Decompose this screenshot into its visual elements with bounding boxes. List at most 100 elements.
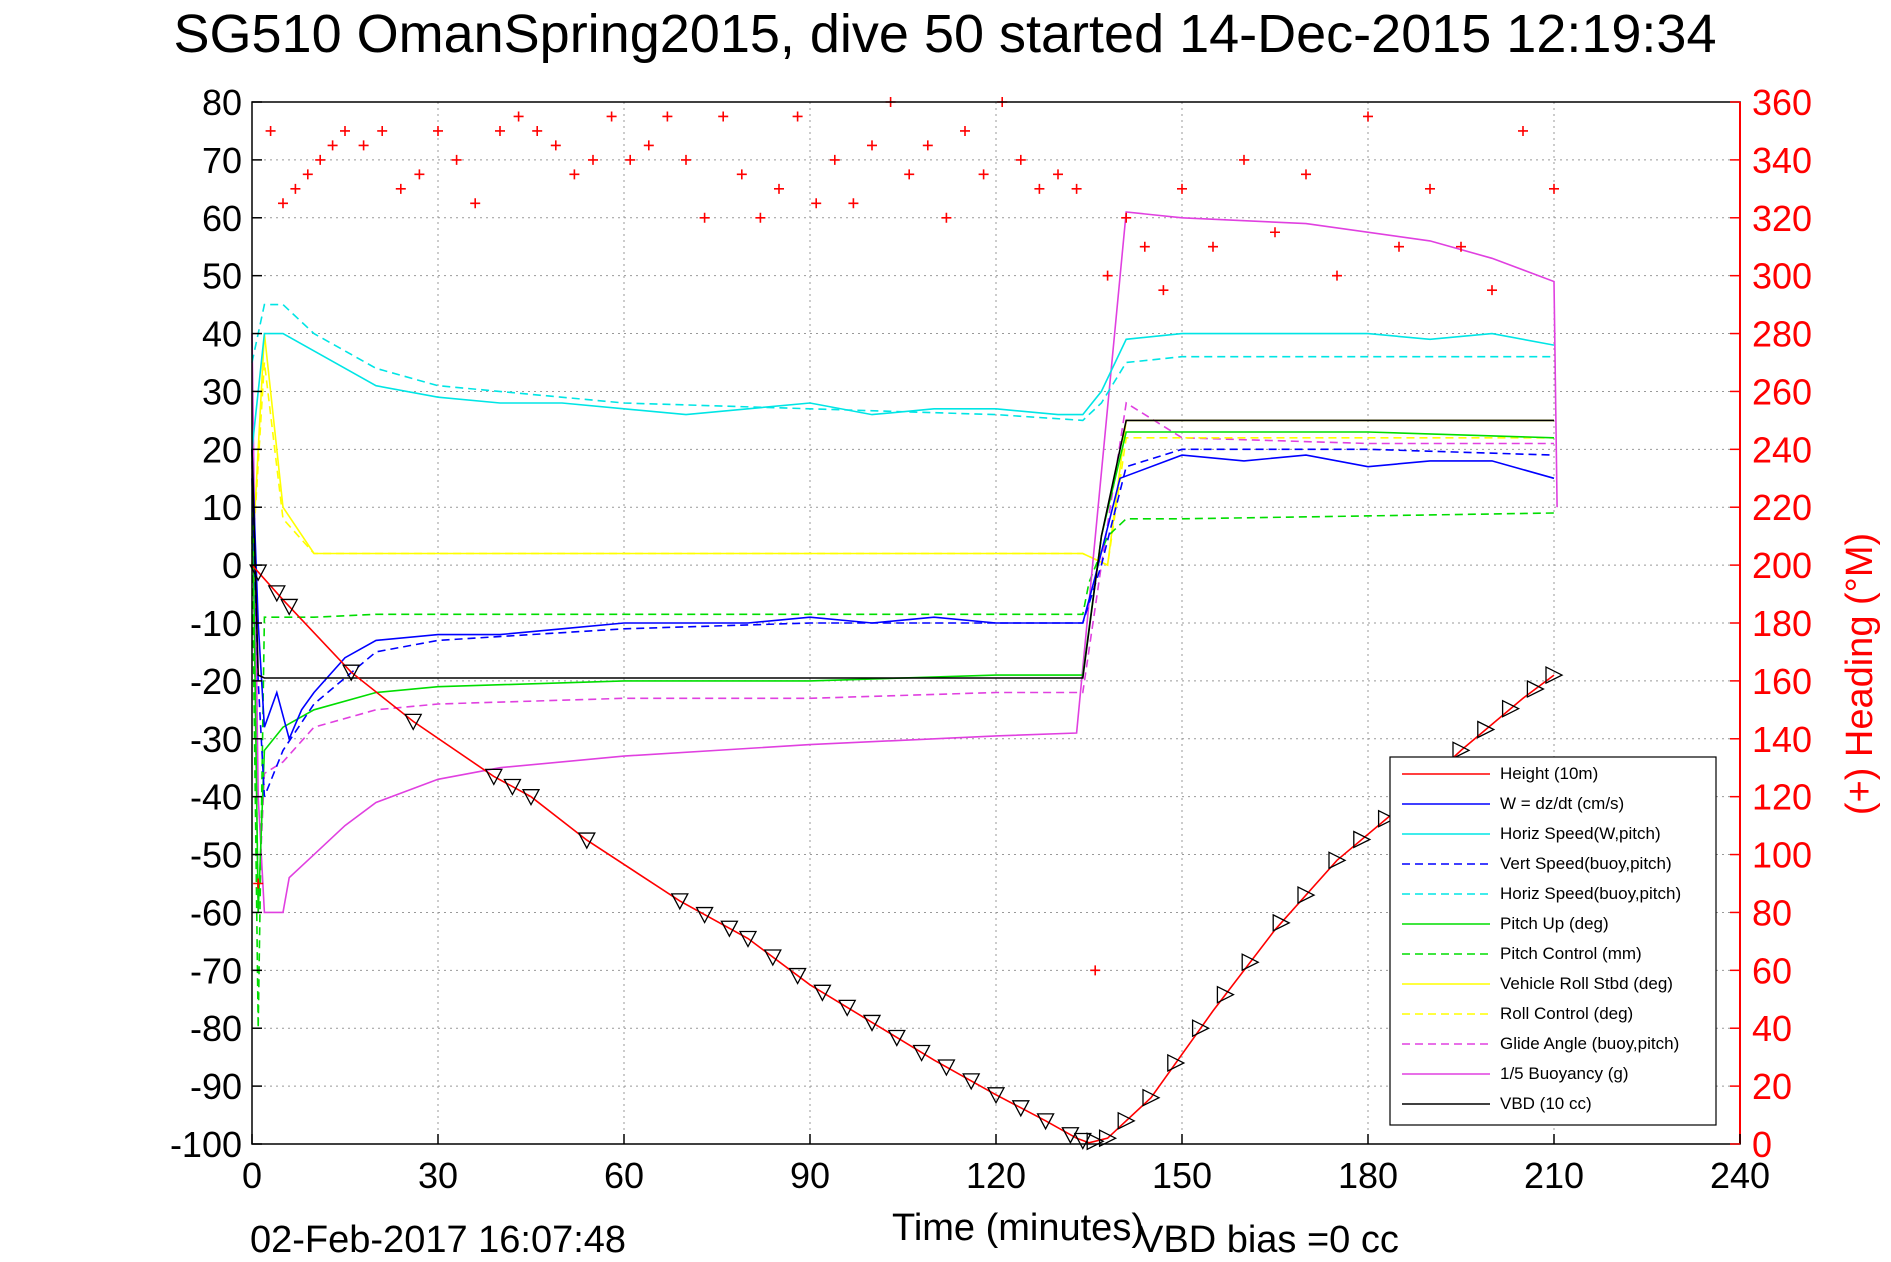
- y-tick-label: 30: [202, 371, 242, 412]
- heading-point: [1121, 212, 1132, 223]
- right-tick-label: 340: [1752, 140, 1812, 181]
- height-marker: [763, 949, 782, 967]
- heading-point: [253, 878, 264, 889]
- heading-point: [662, 111, 673, 122]
- y-tick-label: 70: [202, 140, 242, 181]
- heading-point: [433, 125, 443, 136]
- height-marker: [1086, 1132, 1105, 1151]
- right-tick-label: 360: [1752, 82, 1812, 123]
- heading-point: [699, 212, 710, 223]
- heading-point: [1425, 183, 1435, 194]
- height-marker: [788, 967, 807, 985]
- heading-point: [513, 111, 524, 122]
- heading-point: [414, 169, 425, 180]
- height-marker: [887, 1029, 906, 1047]
- height-marker: [986, 1087, 1006, 1105]
- heading-point: [1158, 285, 1169, 296]
- height-marker: [342, 664, 361, 682]
- height-marker: [1328, 851, 1347, 870]
- legend-entry: Horiz Speed(buoy,pitch): [1500, 884, 1681, 903]
- x-tick-label: 210: [1524, 1155, 1584, 1196]
- legend: Height (10m) W = dz/dt (cm/s) Horiz Speed(…: [1389, 756, 1717, 1126]
- legend-entry: Vehicle Roll Stbd (deg): [1500, 974, 1673, 993]
- y-tick-label: 80: [202, 82, 242, 123]
- x-tick-label: 60: [604, 1155, 644, 1196]
- y-tick-label: -90: [190, 1066, 242, 1107]
- height-marker: [484, 768, 503, 786]
- heading-point: [1487, 285, 1497, 296]
- heading-point: [1301, 169, 1311, 180]
- y-axis-label-right: (+) Heading (°M): [1839, 533, 1881, 815]
- legend-entry: Pitch Up (deg): [1500, 914, 1609, 933]
- heading-point: [495, 125, 505, 136]
- height-marker: [1036, 1113, 1055, 1131]
- heading-point: [736, 169, 747, 180]
- heading-point: [470, 198, 481, 209]
- y-tick-label: -70: [190, 950, 242, 991]
- heading-point: [848, 198, 859, 209]
- height-marker: [937, 1059, 956, 1077]
- series-line-pitch-up-deg: [251, 431, 1555, 913]
- heading-point: [922, 140, 933, 151]
- y-tick-label: 0: [222, 545, 242, 586]
- heading-point: [643, 140, 654, 151]
- height-marker: [503, 778, 522, 796]
- heading-layer: [253, 97, 1559, 976]
- heading-point: [829, 154, 840, 165]
- height-marker: [577, 832, 596, 850]
- height-marker: [280, 598, 299, 616]
- height-marker: [1545, 666, 1564, 685]
- y-tick-label: -30: [190, 719, 242, 760]
- height-marker: [1452, 741, 1471, 760]
- heading-point: [569, 169, 580, 180]
- height-marker: [813, 984, 832, 1002]
- heading-point: [1090, 965, 1101, 976]
- heading-point: [1034, 183, 1045, 194]
- height-marker: [1167, 1053, 1186, 1073]
- heading-point: [1549, 183, 1559, 194]
- legend-entry: Vert Speed(buoy,pitch): [1500, 854, 1672, 873]
- heading-point: [904, 169, 915, 180]
- right-tick-label: 240: [1752, 429, 1812, 470]
- height-marker: [1526, 679, 1545, 699]
- y-tick-label: 20: [202, 429, 242, 470]
- heading-point: [290, 183, 301, 194]
- right-tick-label: 40: [1752, 1008, 1792, 1049]
- right-tick-label: 120: [1752, 777, 1812, 818]
- height-marker: [1061, 1127, 1080, 1145]
- y-tick-label: -50: [190, 835, 242, 876]
- heading-point: [315, 154, 326, 165]
- heading-point: [395, 183, 406, 194]
- footer-timestamp: 02-Feb-2017 16:07:48: [250, 1219, 626, 1261]
- x-tick-label: 150: [1152, 1155, 1212, 1196]
- right-tick-label: 280: [1752, 314, 1812, 355]
- height-marker: [1353, 830, 1372, 849]
- chart-title: SG510 OmanSpring2015, dive 50 started 14…: [173, 4, 1716, 64]
- y-tick-label: -20: [190, 661, 242, 702]
- height-marker: [1142, 1088, 1161, 1107]
- tick-layer: 0 30 60 90 120 150 180 210 240-100-90-80-70-60-5…: [170, 82, 1812, 1196]
- heading-point: [960, 125, 970, 136]
- height-marker: [1297, 886, 1316, 905]
- y-tick-label: -10: [190, 603, 242, 644]
- x-tick-label: 240: [1710, 1155, 1770, 1196]
- heading-point: [606, 111, 617, 122]
- heading-point: [451, 154, 462, 165]
- marker-layer: [249, 564, 1564, 1151]
- series-line-w-dz-dt-cm-s: [251, 449, 1555, 742]
- heading-point: [1015, 154, 1026, 165]
- series-line-horiz-speed-buoy-pitch: [251, 303, 1554, 422]
- heading-point: [755, 212, 766, 223]
- heading-point: [1071, 183, 1082, 194]
- heading-point: [718, 111, 729, 122]
- height-marker: [962, 1073, 981, 1091]
- series-layer: [251, 211, 1558, 1144]
- y-tick-label: -60: [190, 892, 242, 933]
- heading-point: [1332, 270, 1342, 281]
- right-tick-label: 60: [1752, 950, 1792, 991]
- height-marker: [1191, 1019, 1211, 1038]
- grid: [252, 102, 1740, 1144]
- heading-point: [1139, 241, 1150, 252]
- y-tick-label: 50: [202, 256, 242, 297]
